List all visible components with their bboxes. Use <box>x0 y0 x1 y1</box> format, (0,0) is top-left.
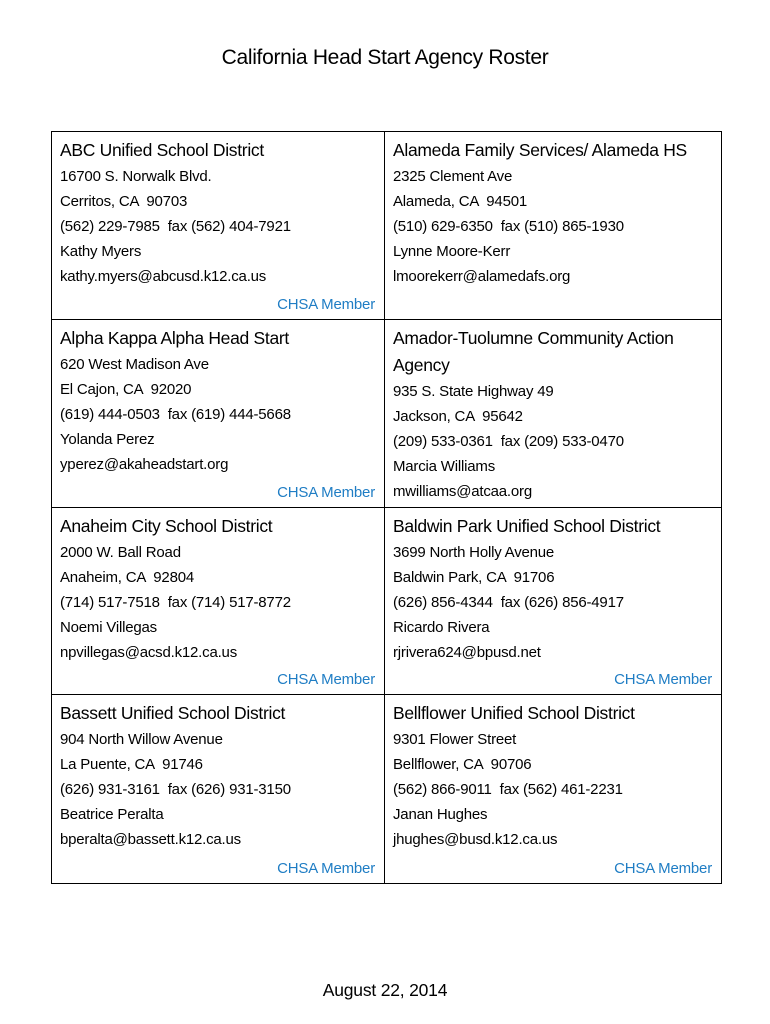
agency-email: jhughes@busd.k12.ca.us <box>393 831 558 849</box>
agency-address-line2: Baldwin Park, CA 91706 <box>393 568 555 586</box>
agency-address-line1: 620 West Madison Ave <box>60 355 209 373</box>
agency-contact: Marcia Williams <box>393 457 496 475</box>
agency-email: mwilliams@atcaa.org <box>393 482 532 500</box>
agency-name: Bassett Unified School District <box>60 703 286 724</box>
agency-address-line2: Jackson, CA 95642 <box>393 407 523 425</box>
agency-phone-fax: (626) 931-3161 fax (626) 931-3150 <box>60 781 291 799</box>
agency-email: rjrivera624@bpusd.net <box>393 643 541 661</box>
agency-card: Bellflower Unified School District 9301 … <box>385 695 721 883</box>
agency-contact: Beatrice Peralta <box>60 806 164 824</box>
agency-email: kathy.myers@abcusd.k12.ca.us <box>60 268 267 285</box>
agency-phone-fax: (209) 533-0361 fax (209) 533-0470 <box>393 432 624 450</box>
agency-phone-fax: (562) 229-7985 fax (562) 404-7921 <box>60 218 291 235</box>
agency-address-line2: Anaheim, CA 92804 <box>60 568 194 586</box>
agency-name: Anaheim City School District <box>60 515 273 536</box>
agency-email: bperalta@bassett.k12.ca.us <box>60 831 241 849</box>
agency-phone-fax: (619) 444-0503 fax (619) 444-5668 <box>60 405 291 423</box>
page-date: August 22, 2014 <box>322 980 448 1000</box>
agency-contact: Yolanda Perez <box>60 430 155 448</box>
agency-address-line1: 9301 Flower Street <box>393 731 517 749</box>
agency-address-line1: 2325 Clement Ave <box>393 168 513 185</box>
agency-phone-fax: (714) 517-7518 fax (714) 517-8772 <box>60 593 291 611</box>
page-title: California Head Start Agency Roster <box>221 46 549 69</box>
agency-address-line1: 904 North Willow Avenue <box>60 731 223 749</box>
agency-roster-table: ABC Unified School District 16700 S. Nor… <box>51 131 722 884</box>
chsa-member-label[interactable]: CHSA Member <box>277 860 375 877</box>
agency-email: yperez@akaheadstart.org <box>60 455 229 473</box>
agency-name: Bellflower Unified School District <box>393 703 635 724</box>
agency-phone-fax: (626) 856-4344 fax (626) 856-4917 <box>393 593 624 611</box>
agency-address-line2: Alameda, CA 94501 <box>393 193 527 210</box>
agency-card: Alameda Family Services/ Alameda HS 2325… <box>385 132 721 320</box>
agency-card: Baldwin Park Unified School District 369… <box>385 508 721 696</box>
chsa-member-label[interactable]: CHSA Member <box>277 671 375 689</box>
agency-card: Alpha Kappa Alpha Head Start 620 West Ma… <box>52 319 385 508</box>
agency-address-line1: 16700 S. Norwalk Blvd. <box>60 168 212 185</box>
agency-card: Bassett Unified School District 904 Nort… <box>52 695 385 883</box>
agency-contact: Noemi Villegas <box>60 618 157 636</box>
agency-name: Alameda Family Services/ Alameda HS <box>393 140 687 160</box>
agency-phone-fax: (510) 629-6350 fax (510) 865-1930 <box>393 218 624 235</box>
agency-name: Amador-Tuolumne Community Action Agency <box>393 327 678 375</box>
agency-contact: Kathy Myers <box>60 243 142 260</box>
agency-address-line1: 3699 North Holly Avenue <box>393 543 555 561</box>
agency-address-line2: Bellflower, CA 90706 <box>393 756 532 774</box>
agency-address-line2: El Cajon, CA 92020 <box>60 380 192 398</box>
agency-contact: Janan Hughes <box>393 806 488 824</box>
chsa-member-label[interactable]: CHSA Member <box>277 295 375 313</box>
agency-contact: Ricardo Rivera <box>393 618 490 636</box>
chsa-member-label[interactable]: CHSA Member <box>277 483 375 501</box>
agency-email: lmoorekerr@alamedafs.org <box>393 268 571 285</box>
agency-name: ABC Unified School District <box>60 140 264 160</box>
agency-phone-fax: (562) 866-9011 fax (562) 461-2231 <box>393 781 623 799</box>
agency-address-line2: La Puente, CA 91746 <box>60 756 203 774</box>
agency-email: npvillegas@acsd.k12.ca.us <box>60 643 237 661</box>
agency-address-line1: 935 S. State Highway 49 <box>393 382 554 400</box>
agency-card: ABC Unified School District 16700 S. Nor… <box>52 132 385 320</box>
agency-name: Baldwin Park Unified School District <box>393 515 661 536</box>
chsa-member-label[interactable]: CHSA Member <box>614 860 712 877</box>
agency-address-line2: Cerritos, CA 90703 <box>60 193 188 210</box>
chsa-member-label[interactable]: CHSA Member <box>614 671 712 689</box>
agency-address-line1: 2000 W. Ball Road <box>60 543 181 561</box>
agency-card: Anaheim City School District 2000 W. Bal… <box>52 507 385 696</box>
agency-card: Amador-Tuolumne Community Action Agency … <box>385 320 721 508</box>
agency-name: Alpha Kappa Alpha Head Start <box>60 327 289 348</box>
agency-contact: Lynne Moore-Kerr <box>393 243 511 260</box>
